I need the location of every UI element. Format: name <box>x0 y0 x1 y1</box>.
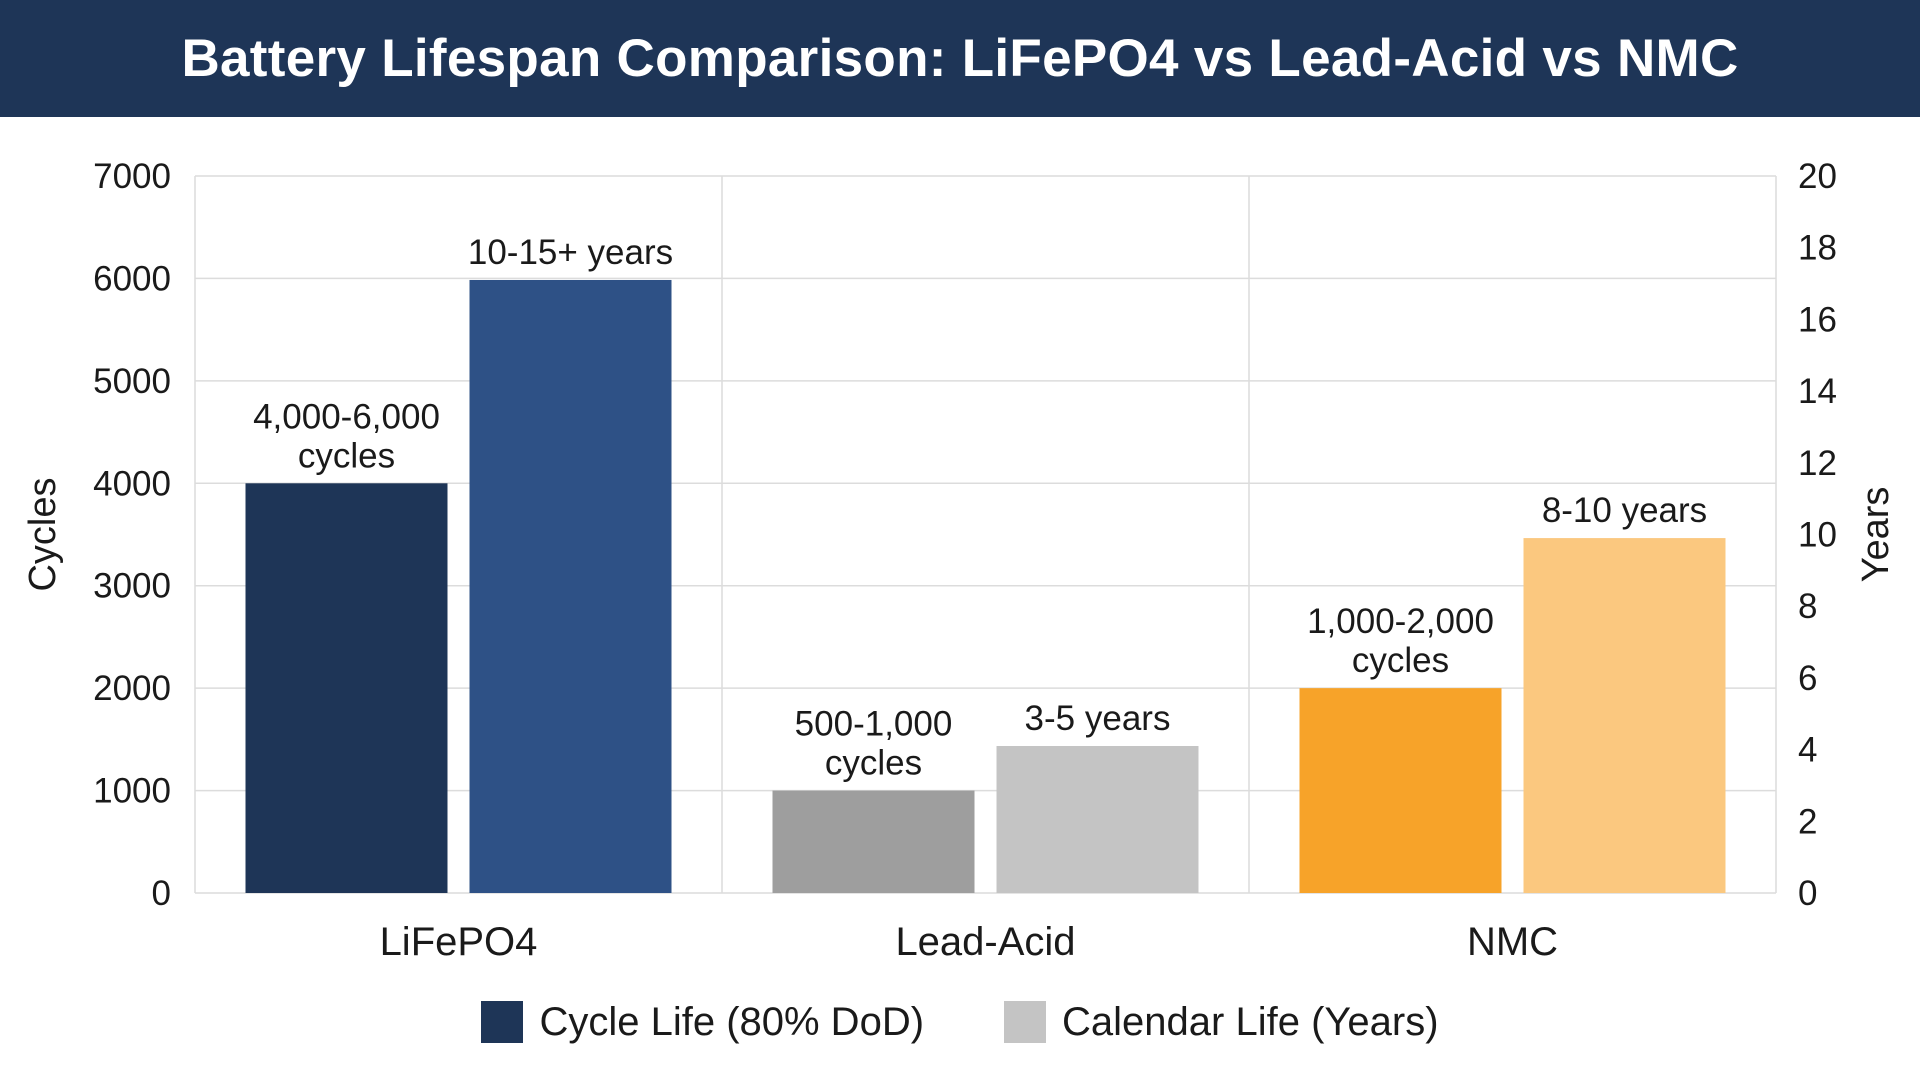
y-right-tick-label: 12 <box>1798 444 1837 483</box>
y-left-tick-label: 5000 <box>93 362 171 401</box>
y-left-axis-title: Cycles <box>22 477 64 591</box>
data-label: cycles <box>298 436 395 475</box>
legend-item-cycle-life: Cycle Life (80% DoD) <box>481 1000 924 1045</box>
data-label: 8-10 years <box>1542 491 1707 530</box>
bar-lifepo4-cycle-life <box>245 483 448 893</box>
bar-lead-acid-cycle-life <box>772 790 975 893</box>
y-right-tick-label: 14 <box>1798 372 1837 411</box>
y-left-tick-label: 0 <box>152 874 171 913</box>
y-left-tick-label: 4000 <box>93 464 171 503</box>
y-left-tick-label: 2000 <box>93 669 171 708</box>
data-label: 10-15+ years <box>468 233 673 272</box>
bar-lead-acid-calendar-life <box>996 746 1199 893</box>
x-category-label: Lead-Acid <box>895 920 1075 964</box>
bar-nmc-cycle-life <box>1299 688 1502 893</box>
legend-label-calendar-life: Calendar Life (Years) <box>1062 999 1439 1044</box>
legend-swatch-calendar-life <box>1004 1001 1047 1043</box>
y-left-tick-label: 7000 <box>93 157 171 196</box>
legend-item-calendar-life: Calendar Life (Years) <box>1004 1000 1439 1045</box>
legend: Cycle Life (80% DoD) Calendar Life (Year… <box>0 992 1920 1052</box>
y-left-tick-label: 1000 <box>93 772 171 811</box>
legend-label-cycle-life: Cycle Life (80% DoD) <box>539 999 925 1044</box>
data-label: cycles <box>1352 641 1449 680</box>
data-label: cycles <box>825 744 922 783</box>
y-right-tick-label: 4 <box>1798 731 1817 770</box>
y-right-tick-label: 2 <box>1798 802 1817 841</box>
y-left-tick-label: 3000 <box>93 567 171 606</box>
data-label: 500-1,000 <box>795 705 953 744</box>
bar-chart: 0 1000 2000 3000 4000 5000 6000 7000 0 2 4 6 8 10 12 14… <box>22 157 1897 964</box>
y-right-axis-title: Years <box>1855 487 1897 583</box>
y-right-tick-label: 10 <box>1798 516 1837 555</box>
data-label: 3-5 years <box>1025 699 1171 738</box>
chart-title: Battery Lifespan Comparison: LiFePO4 vs … <box>181 29 1739 88</box>
bar-lifepo4-calendar-life <box>469 279 672 894</box>
x-category-label: LiFePO4 <box>380 920 538 964</box>
x-category-label: NMC <box>1467 920 1558 964</box>
y-left-tick-label: 6000 <box>93 259 171 298</box>
bar-nmc-calendar-life <box>1523 538 1726 893</box>
data-label: 4,000-6,000 <box>253 397 440 436</box>
data-label: 1,000-2,000 <box>1307 602 1494 641</box>
y-right-tick-label: 0 <box>1798 874 1817 913</box>
legend-swatch-cycle-life <box>481 1001 524 1043</box>
y-right-tick-label: 18 <box>1798 229 1837 268</box>
y-right-tick-label: 8 <box>1798 587 1817 626</box>
y-right-tick-label: 6 <box>1798 659 1817 698</box>
y-right-tick-label: 16 <box>1798 300 1837 339</box>
title-bar: Battery Lifespan Comparison: LiFePO4 vs … <box>0 0 1920 117</box>
y-right-tick-label: 20 <box>1798 157 1837 196</box>
